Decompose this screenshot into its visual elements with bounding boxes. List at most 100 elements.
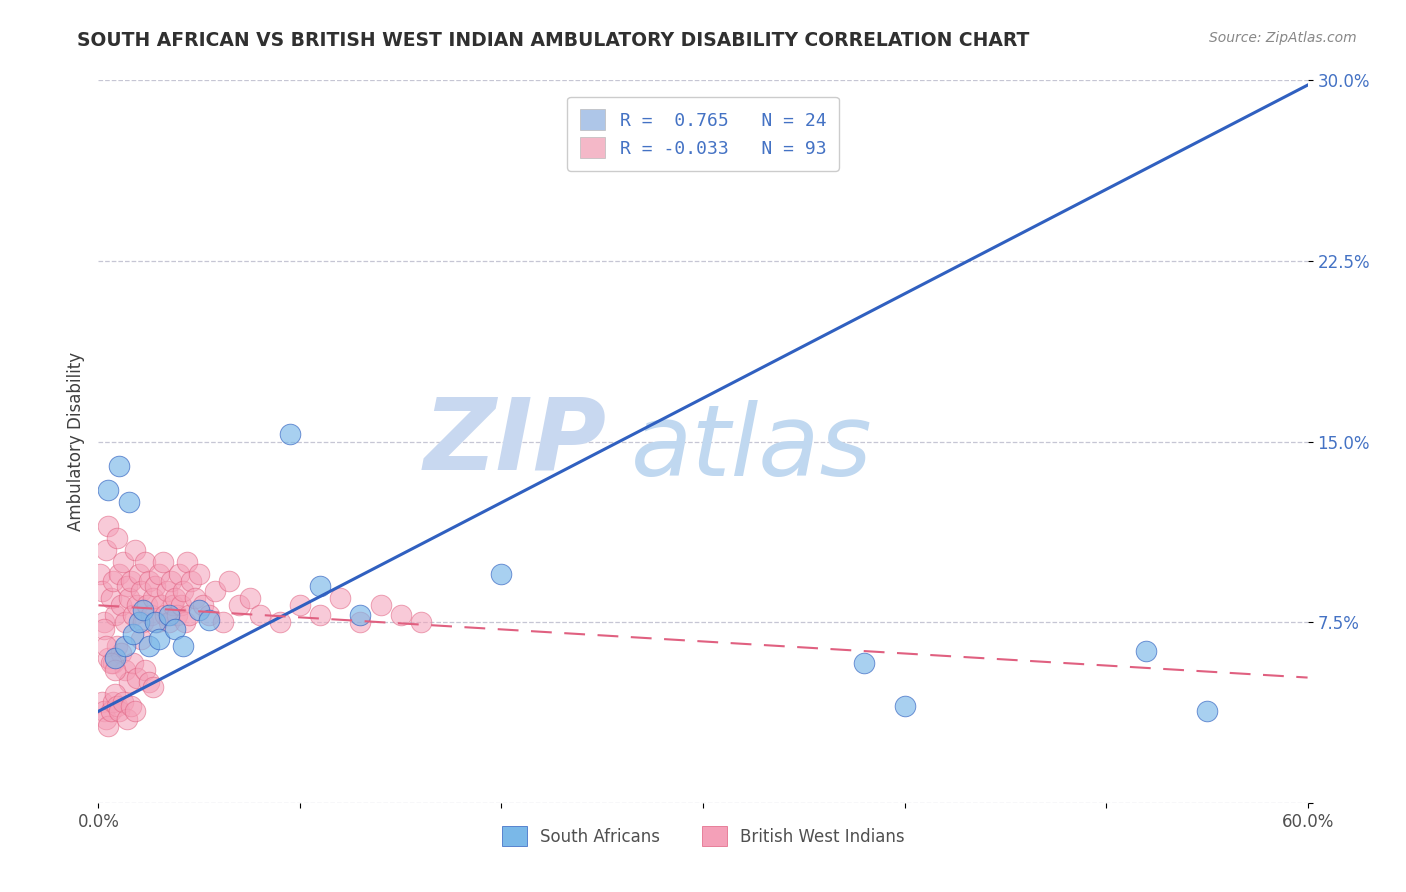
- Point: [491, 567, 513, 582]
- Point: [124, 542, 146, 557]
- Point: [105, 699, 128, 714]
- Point: [121, 627, 143, 641]
- Point: [111, 695, 134, 709]
- Point: [96, 712, 118, 726]
- Point: [101, 656, 124, 670]
- Point: [101, 574, 124, 589]
- Point: [309, 579, 332, 593]
- Point: [93, 615, 115, 630]
- Point: [152, 555, 174, 569]
- Point: [184, 591, 207, 605]
- Point: [107, 567, 129, 582]
- Point: [125, 671, 148, 685]
- Point: [170, 599, 193, 613]
- Point: [129, 583, 152, 598]
- Point: [172, 639, 194, 653]
- Point: [153, 607, 176, 622]
- Point: [138, 675, 160, 690]
- Point: [125, 599, 148, 613]
- Point: [128, 567, 150, 582]
- Point: [118, 494, 141, 508]
- Point: [134, 664, 156, 678]
- Point: [239, 591, 262, 605]
- Point: [143, 615, 166, 630]
- Text: SOUTH AFRICAN VS BRITISH WEST INDIAN AMBULATORY DISABILITY CORRELATION CHART: SOUTH AFRICAN VS BRITISH WEST INDIAN AMB…: [77, 31, 1029, 50]
- Point: [198, 613, 221, 627]
- Point: [180, 574, 202, 589]
- Point: [179, 607, 201, 622]
- Point: [135, 599, 157, 613]
- Point: [1135, 644, 1157, 658]
- Point: [110, 647, 132, 661]
- Point: [107, 458, 129, 473]
- Point: [134, 555, 156, 569]
- Point: [176, 555, 198, 569]
- Point: [111, 555, 134, 569]
- Point: [162, 599, 184, 613]
- Point: [278, 427, 301, 442]
- Point: [157, 607, 180, 622]
- Point: [103, 607, 125, 622]
- Point: [167, 567, 190, 582]
- Point: [114, 664, 136, 678]
- Point: [105, 531, 128, 545]
- Point: [148, 567, 170, 582]
- Point: [142, 680, 165, 694]
- Point: [103, 664, 125, 678]
- Point: [166, 607, 188, 622]
- Point: [193, 599, 215, 613]
- Point: [128, 615, 150, 630]
- Point: [97, 651, 120, 665]
- Legend: South Africans, British West Indians: South Africans, British West Indians: [495, 820, 911, 852]
- Point: [114, 615, 136, 630]
- Point: [105, 639, 128, 653]
- Point: [121, 607, 143, 622]
- Point: [118, 591, 141, 605]
- Point: [349, 615, 371, 630]
- Point: [163, 623, 186, 637]
- Point: [100, 591, 122, 605]
- Point: [389, 607, 412, 622]
- Point: [139, 607, 162, 622]
- Point: [118, 675, 141, 690]
- Point: [142, 591, 165, 605]
- Point: [93, 623, 115, 637]
- Point: [97, 483, 120, 497]
- Point: [269, 615, 291, 630]
- Point: [132, 603, 155, 617]
- Point: [163, 591, 186, 605]
- Point: [853, 656, 876, 670]
- Point: [93, 704, 115, 718]
- Text: Source: ZipAtlas.com: Source: ZipAtlas.com: [1209, 31, 1357, 45]
- Point: [188, 603, 211, 617]
- Point: [148, 632, 170, 646]
- Point: [120, 699, 142, 714]
- Point: [101, 695, 124, 709]
- Point: [91, 583, 114, 598]
- Y-axis label: Ambulatory Disability: Ambulatory Disability: [66, 352, 84, 531]
- Point: [110, 599, 132, 613]
- Point: [96, 542, 118, 557]
- Point: [143, 579, 166, 593]
- Point: [103, 687, 125, 701]
- Point: [132, 615, 155, 630]
- Point: [97, 719, 120, 733]
- Point: [121, 656, 143, 670]
- Point: [204, 583, 226, 598]
- Point: [138, 574, 160, 589]
- Point: [96, 639, 118, 653]
- Point: [212, 615, 235, 630]
- Point: [893, 699, 915, 714]
- Point: [228, 599, 250, 613]
- Point: [409, 615, 432, 630]
- Point: [146, 615, 169, 630]
- Point: [124, 704, 146, 718]
- Point: [329, 591, 352, 605]
- Point: [249, 607, 271, 622]
- Text: ZIP: ZIP: [423, 393, 606, 490]
- Point: [288, 599, 311, 613]
- Point: [157, 615, 180, 630]
- Point: [129, 632, 152, 646]
- Point: [100, 656, 122, 670]
- Point: [107, 704, 129, 718]
